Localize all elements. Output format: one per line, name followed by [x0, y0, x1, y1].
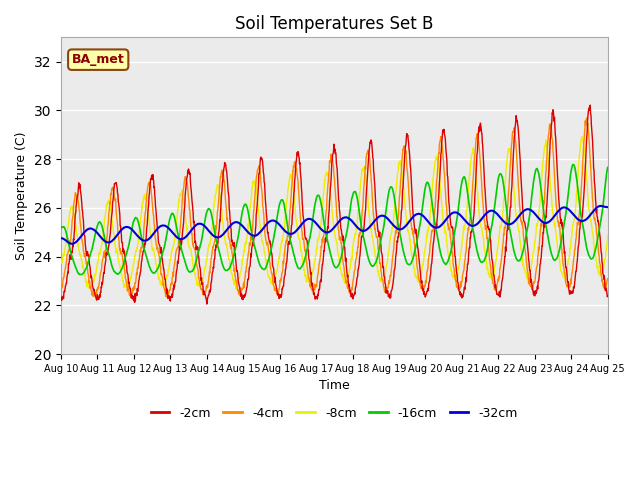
Text: BA_met: BA_met: [72, 53, 125, 66]
Legend: -2cm, -4cm, -8cm, -16cm, -32cm: -2cm, -4cm, -8cm, -16cm, -32cm: [146, 402, 523, 424]
Title: Soil Temperatures Set B: Soil Temperatures Set B: [235, 15, 433, 33]
X-axis label: Time: Time: [319, 379, 349, 392]
Y-axis label: Soil Temperature (C): Soil Temperature (C): [15, 132, 28, 260]
